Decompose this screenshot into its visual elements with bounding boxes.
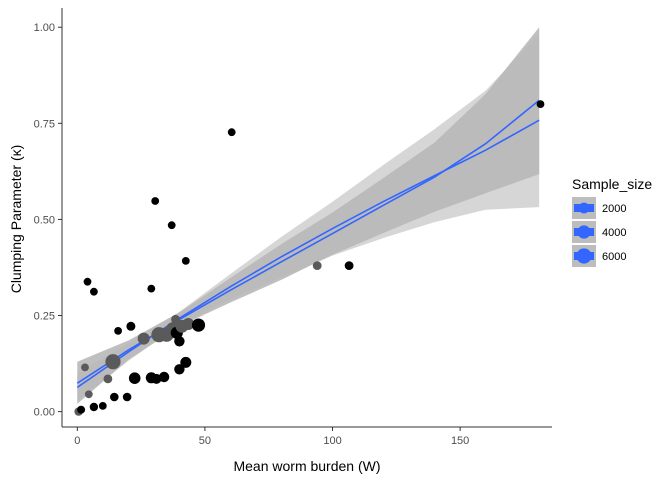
legend-title: Sample_size <box>572 176 652 192</box>
data-point <box>312 261 322 270</box>
data-point <box>227 128 236 137</box>
data-point <box>98 402 107 410</box>
confidence-bands <box>77 27 540 404</box>
data-point <box>137 332 150 345</box>
data-point <box>110 392 119 402</box>
x-axis-title: Mean worm burden (W) <box>233 458 380 474</box>
y-tick-label: 1.00 <box>34 22 55 34</box>
legend-item: 2000 <box>572 197 626 219</box>
x-tick-label: 50 <box>199 435 211 447</box>
data-point <box>536 100 545 108</box>
y-tick-label: 0.00 <box>34 407 55 419</box>
legend-item: 6000 <box>572 245 626 267</box>
data-point <box>105 354 121 370</box>
data-point <box>128 372 141 385</box>
legend-key-point <box>578 202 590 214</box>
data-point <box>90 287 98 296</box>
data-point <box>77 405 86 414</box>
legend-label: 4000 <box>602 227 626 239</box>
data-point <box>126 321 136 331</box>
data-point <box>158 371 170 383</box>
legend: Sample_size 2000 4000 6000 <box>572 176 652 267</box>
data-point <box>174 364 185 375</box>
y-tick-label: 0.50 <box>34 214 55 226</box>
legend-key-point <box>577 225 591 239</box>
y-tick-label: 0.75 <box>34 118 55 130</box>
legend-key-point <box>576 248 592 264</box>
data-point <box>180 356 192 368</box>
data-point <box>344 261 354 270</box>
y-axis-title: Clumping Parameter (κ) <box>8 145 24 294</box>
data-point <box>181 257 190 265</box>
data-point <box>81 363 89 372</box>
data-point <box>103 374 113 384</box>
data-point <box>151 197 160 205</box>
data-point <box>83 277 92 286</box>
legend-item: 4000 <box>572 221 626 243</box>
data-point <box>174 336 185 347</box>
data-points <box>74 100 545 416</box>
confidence-band <box>77 27 540 404</box>
y-axis-ticks: 0.00 0.25 0.50 0.75 1.00 <box>34 22 62 419</box>
data-point <box>84 390 93 399</box>
data-point <box>147 284 156 293</box>
data-point <box>89 402 99 412</box>
data-point <box>114 327 122 335</box>
legend-label: 2000 <box>602 203 626 215</box>
y-tick-label: 0.25 <box>34 311 55 323</box>
data-point <box>182 318 195 330</box>
x-axis-ticks: 0 50 100 150 <box>74 427 469 447</box>
legend-label: 6000 <box>602 251 626 263</box>
data-point <box>191 318 206 332</box>
data-point <box>122 392 132 402</box>
x-tick-label: 150 <box>451 435 469 447</box>
x-tick-label: 100 <box>323 435 341 447</box>
x-tick-label: 0 <box>74 435 80 447</box>
data-point <box>167 221 176 230</box>
data-point <box>151 373 162 384</box>
